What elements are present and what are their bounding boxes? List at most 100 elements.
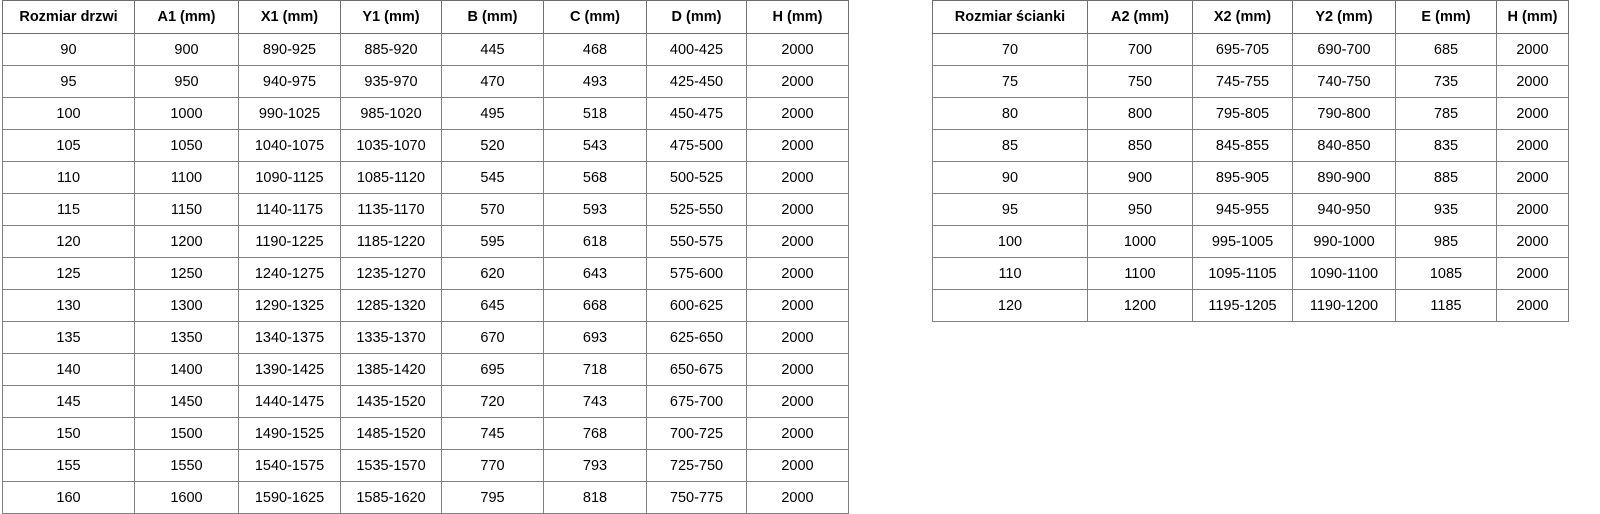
cell-h: 2000 [746, 33, 849, 66]
cell-e: 1185 [1395, 289, 1497, 322]
cell-y1: 1535-1570 [340, 449, 442, 482]
cell-a1: 1050 [134, 129, 239, 162]
cell-d: 525-550 [646, 193, 747, 226]
cell-rozmiar-drzwi: 140 [2, 353, 135, 386]
cell-c: 593 [543, 193, 647, 226]
cell-d: 575-600 [646, 257, 747, 290]
table-row: 95 950 945-955 940-950 935 2000 [932, 193, 1569, 226]
table-row: 70 700 695-705 690-700 685 2000 [932, 33, 1569, 66]
cell-a2: 750 [1087, 65, 1193, 98]
table-row: 120 1200 1190-1225 1185-1220 595 618 550… [2, 225, 849, 258]
cell-c: 643 [543, 257, 647, 290]
doors-table-body: 90 900 890-925 885-920 445 468 400-425 2… [2, 33, 849, 514]
column-header-e: E (mm) [1395, 0, 1497, 34]
column-header-d: D (mm) [646, 0, 747, 34]
cell-b: 695 [441, 353, 544, 386]
cell-d: 700-725 [646, 417, 747, 450]
cell-d: 750-775 [646, 481, 747, 514]
cell-e: 685 [1395, 33, 1497, 66]
cell-c: 543 [543, 129, 647, 162]
cell-a2: 800 [1087, 97, 1193, 130]
cell-d: 500-525 [646, 161, 747, 194]
cell-rozmiar-scianki: 110 [932, 257, 1088, 290]
cell-y1: 1385-1420 [340, 353, 442, 386]
cell-e: 735 [1395, 65, 1497, 98]
cell-x1: 1090-1125 [238, 161, 341, 194]
cell-y1: 1335-1370 [340, 321, 442, 354]
cell-h: 2000 [746, 161, 849, 194]
cell-c: 668 [543, 289, 647, 322]
column-header-b: B (mm) [441, 0, 544, 34]
table-row: 105 1050 1040-1075 1035-1070 520 543 475… [2, 129, 849, 162]
cell-y1: 935-970 [340, 65, 442, 98]
table-row: 155 1550 1540-1575 1535-1570 770 793 725… [2, 449, 849, 482]
cell-a1: 1600 [134, 481, 239, 514]
cell-b: 470 [441, 65, 544, 98]
cell-d: 675-700 [646, 385, 747, 418]
cell-rozmiar-drzwi: 115 [2, 193, 135, 226]
cell-a1: 1550 [134, 449, 239, 482]
table-row: 110 1100 1090-1125 1085-1120 545 568 500… [2, 161, 849, 194]
cell-x2: 1195-1205 [1192, 289, 1293, 322]
cell-h: 2000 [1496, 289, 1569, 322]
table-row: 150 1500 1490-1525 1485-1520 745 768 700… [2, 417, 849, 450]
cell-rozmiar-drzwi: 110 [2, 161, 135, 194]
table-row: 90 900 890-925 885-920 445 468 400-425 2… [2, 33, 849, 66]
cell-y1: 1285-1320 [340, 289, 442, 322]
cell-x2: 995-1005 [1192, 225, 1293, 258]
cell-a2: 1100 [1087, 257, 1193, 290]
cell-b: 620 [441, 257, 544, 290]
cell-rozmiar-scianki: 100 [932, 225, 1088, 258]
cell-y1: 885-920 [340, 33, 442, 66]
cell-rozmiar-drzwi: 145 [2, 385, 135, 418]
cell-y1: 985-1020 [340, 97, 442, 130]
cell-h: 2000 [746, 449, 849, 482]
cell-h: 2000 [1496, 97, 1569, 130]
cell-c: 493 [543, 65, 647, 98]
cell-d: 550-575 [646, 225, 747, 258]
cell-c: 518 [543, 97, 647, 130]
cell-h: 2000 [1496, 225, 1569, 258]
cell-a1: 1000 [134, 97, 239, 130]
cell-rozmiar-scianki: 80 [932, 97, 1088, 130]
cell-x2: 1095-1105 [1192, 257, 1293, 290]
cell-y1: 1085-1120 [340, 161, 442, 194]
cell-y2: 840-850 [1292, 129, 1396, 162]
column-header-y2: Y2 (mm) [1292, 0, 1396, 34]
cell-h: 2000 [746, 417, 849, 450]
cell-h: 2000 [746, 257, 849, 290]
table-row: 85 850 845-855 840-850 835 2000 [932, 129, 1569, 162]
cell-h: 2000 [1496, 129, 1569, 162]
cell-h: 2000 [746, 97, 849, 130]
cell-rozmiar-drzwi: 155 [2, 449, 135, 482]
cell-x1: 1440-1475 [238, 385, 341, 418]
cell-h: 2000 [746, 225, 849, 258]
cell-c: 618 [543, 225, 647, 258]
cell-rozmiar-drzwi: 120 [2, 225, 135, 258]
walls-table-body: 70 700 695-705 690-700 685 2000 75 750 7… [932, 33, 1569, 322]
cell-c: 768 [543, 417, 647, 450]
table-row: 135 1350 1340-1375 1335-1370 670 693 625… [2, 321, 849, 354]
cell-rozmiar-drzwi: 125 [2, 257, 135, 290]
cell-d: 725-750 [646, 449, 747, 482]
cell-c: 568 [543, 161, 647, 194]
column-header-y1: Y1 (mm) [340, 0, 442, 34]
cell-x1: 1390-1425 [238, 353, 341, 386]
cell-h: 2000 [1496, 65, 1569, 98]
cell-h: 2000 [1496, 33, 1569, 66]
cell-e: 835 [1395, 129, 1497, 162]
cell-a1: 1300 [134, 289, 239, 322]
cell-c: 743 [543, 385, 647, 418]
cell-rozmiar-drzwi: 100 [2, 97, 135, 130]
cell-y2: 1190-1200 [1292, 289, 1396, 322]
cell-b: 495 [441, 97, 544, 130]
cell-y2: 790-800 [1292, 97, 1396, 130]
cell-a1: 1250 [134, 257, 239, 290]
table-row: 145 1450 1440-1475 1435-1520 720 743 675… [2, 385, 849, 418]
cell-rozmiar-drzwi: 135 [2, 321, 135, 354]
cell-y2: 740-750 [1292, 65, 1396, 98]
cell-a2: 950 [1087, 193, 1193, 226]
cell-b: 670 [441, 321, 544, 354]
cell-rozmiar-drzwi: 105 [2, 129, 135, 162]
